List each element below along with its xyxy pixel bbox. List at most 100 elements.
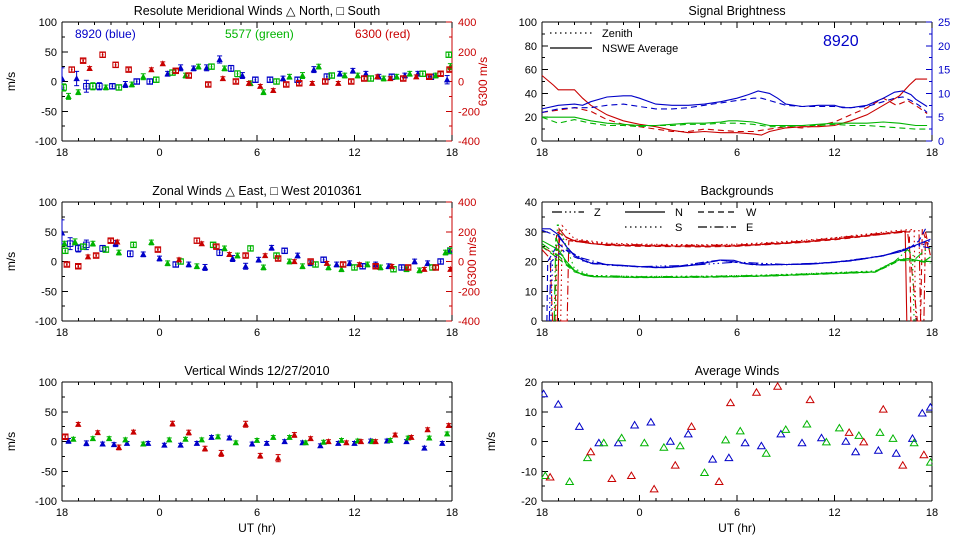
triangle-marker: [193, 439, 201, 446]
triangle-marker: [144, 439, 152, 446]
square-marker-dot: [230, 67, 232, 70]
triangle-marker: [245, 79, 253, 86]
triangle-marker: [61, 229, 66, 236]
legend-label: Zenith: [602, 28, 633, 40]
square-marker-dot: [309, 260, 312, 263]
data-line: [541, 90, 928, 110]
square-marker-dot: [235, 80, 237, 83]
triangle-marker: [83, 439, 90, 446]
triangle-marker: [372, 438, 379, 445]
triangle-marker: [380, 75, 387, 82]
triangle-marker: [185, 429, 192, 436]
triangle-marker: [333, 261, 340, 268]
triangle-marker: [408, 433, 415, 440]
y2-tick-label: 0: [938, 136, 944, 148]
square-marker-dot: [64, 249, 67, 252]
triangle-marker: [203, 64, 210, 71]
triangle-marker: [338, 265, 345, 272]
square-marker-dot: [101, 53, 104, 56]
square-marker-dot: [439, 260, 442, 263]
open-triangle-marker: [909, 438, 919, 447]
square-marker-dot: [447, 53, 450, 56]
square-marker: [234, 70, 241, 78]
triangle-marker: [198, 240, 205, 247]
series-layer: [541, 75, 928, 136]
open-triangle-marker: [564, 477, 575, 485]
y-tick-label: 30: [525, 227, 537, 239]
triangle-marker: [65, 437, 72, 444]
triangle-marker: [242, 262, 249, 269]
triangle-marker: [161, 441, 168, 448]
triangle-marker: [270, 433, 277, 440]
data-line: [541, 97, 928, 133]
triangle-marker: [89, 240, 97, 247]
square-marker-dot: [254, 78, 257, 81]
open-triangle-marker: [582, 453, 593, 462]
square-marker: [367, 75, 374, 82]
triangle-marker: [159, 60, 166, 67]
square-marker: [322, 78, 329, 85]
data-line: [548, 243, 931, 322]
square-marker-dot: [439, 72, 442, 75]
square-marker-dot: [77, 265, 80, 268]
triangle-marker: [325, 264, 332, 271]
square-marker: [154, 246, 162, 253]
panel-average-winds: 18 0 6 12 18 UT (hr) -20 -10 0 10 20 m/s Average Win…: [480, 360, 960, 540]
square-marker-dot: [421, 72, 424, 75]
x-tick-label: 18: [56, 507, 68, 519]
open-triangle-marker: [649, 484, 659, 493]
open-triangle-marker: [859, 437, 869, 446]
triangle-marker: [140, 440, 147, 447]
triangle-marker: [177, 64, 184, 71]
triangle-marker: [128, 81, 136, 88]
triangle-marker: [216, 56, 223, 63]
triangle-marker: [286, 258, 293, 265]
open-triangle-marker: [699, 468, 710, 477]
square-marker-dot: [407, 266, 409, 269]
y-axis-label: m/s: [4, 432, 18, 451]
triangle-marker: [234, 252, 241, 259]
square-marker-dot: [187, 74, 190, 77]
y2-tick-label: 0: [458, 257, 464, 269]
panel-title: Backgrounds: [701, 184, 774, 198]
triangle-marker: [299, 72, 306, 79]
y-tick-label: 0: [51, 257, 57, 269]
triangle-marker: [110, 441, 118, 448]
x-tick-label: 6: [734, 147, 740, 159]
triangle-marker: [140, 73, 147, 80]
triangle-marker: [403, 438, 410, 445]
triangle-marker: [242, 420, 249, 427]
open-triangle-marker: [850, 447, 861, 456]
x-tick-label: 0: [156, 147, 162, 159]
y2-tick-label: 20: [938, 41, 950, 53]
square-marker: [172, 67, 179, 75]
panel-zonal-winds: 18 0 6 12 18 -100 -50 0 50 100 m/s -400 -200 0 200 400 6…: [0, 180, 480, 360]
open-triangle-marker: [545, 472, 555, 481]
triangle-marker: [388, 262, 396, 269]
x-tick-label: 6: [254, 147, 260, 159]
legend-label: S: [675, 222, 682, 234]
x-tick-label: 12: [828, 147, 840, 159]
panel-title: Signal Brightness: [688, 4, 785, 18]
square-marker-dot: [118, 86, 120, 89]
square-marker-dot: [430, 75, 432, 78]
open-triangle-marker: [805, 395, 815, 404]
triangle-marker: [279, 75, 287, 82]
triangle-marker: [166, 436, 173, 443]
square-marker-dot: [114, 64, 117, 66]
square-marker: [320, 256, 327, 263]
triangle-marker: [445, 422, 452, 429]
triangle-marker: [148, 66, 155, 73]
square-marker: [446, 66, 453, 73]
x-tick-label: 6: [254, 327, 260, 339]
square-marker: [62, 247, 69, 255]
open-triangle-marker: [725, 398, 736, 407]
triangle-marker: [424, 259, 431, 266]
triangle-marker: [70, 435, 77, 442]
square-marker: [242, 252, 249, 259]
square-marker: [437, 70, 444, 78]
square-marker-dot: [369, 77, 372, 80]
square-marker: [213, 243, 220, 250]
open-triangle-marker: [574, 422, 585, 430]
x-tick-label: 12: [828, 507, 840, 519]
